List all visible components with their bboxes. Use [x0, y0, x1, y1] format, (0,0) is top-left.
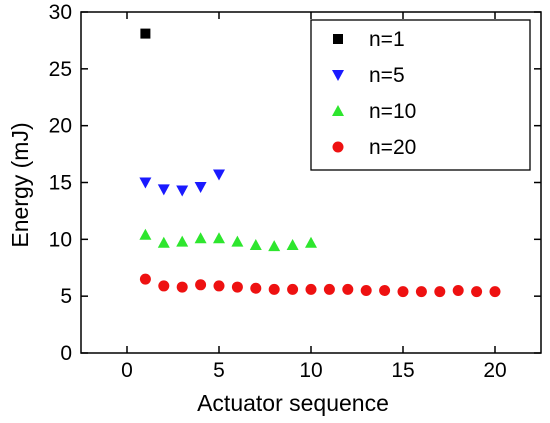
data-points	[139, 28, 501, 298]
data-point	[176, 185, 189, 197]
y-axis-title: Energy (mJ)	[7, 122, 33, 247]
x-axis-title: Actuator sequence	[197, 390, 389, 416]
legend-marker	[332, 70, 344, 81]
data-point	[268, 283, 280, 295]
legend-marker	[332, 141, 344, 153]
legend-label: n=10	[369, 100, 416, 123]
data-point	[157, 236, 170, 248]
y-tick-label: 5	[60, 285, 72, 308]
data-point	[434, 286, 446, 298]
data-point	[360, 284, 372, 296]
data-point	[379, 284, 391, 296]
series-1	[140, 28, 151, 39]
x-tick-label: 10	[299, 359, 322, 382]
y-tick-label: 15	[49, 172, 72, 195]
data-point	[140, 28, 151, 39]
data-point	[489, 286, 501, 298]
legend-label: n=5	[369, 64, 405, 87]
data-point	[397, 286, 409, 298]
data-point	[323, 283, 335, 295]
data-point	[305, 236, 317, 248]
y-tick-label: 20	[49, 115, 72, 138]
data-point	[268, 240, 281, 252]
data-point	[139, 228, 152, 240]
data-point	[139, 273, 151, 285]
data-point	[231, 281, 243, 293]
data-point	[194, 182, 207, 194]
data-point	[231, 235, 244, 247]
data-point	[176, 235, 189, 247]
legend-box	[310, 19, 531, 171]
x-tick-label: 0	[121, 359, 133, 382]
data-point	[452, 284, 464, 296]
data-point	[250, 282, 262, 294]
legend-label: n=1	[369, 28, 405, 51]
data-point	[176, 281, 188, 293]
legend-label: n=20	[369, 136, 416, 159]
data-point	[158, 280, 170, 292]
data-point	[194, 232, 207, 244]
y-tick-label: 0	[60, 342, 72, 365]
data-point	[157, 184, 170, 196]
y-tick-label: 30	[49, 1, 72, 24]
data-point	[287, 283, 299, 295]
data-point	[213, 169, 225, 181]
data-point	[471, 286, 483, 298]
x-tick-label: 20	[483, 359, 506, 382]
x-tick-label: 15	[391, 359, 414, 382]
legend-marker	[332, 105, 344, 116]
data-point	[213, 232, 225, 244]
data-point	[415, 286, 427, 298]
data-point	[342, 283, 354, 295]
data-point	[139, 177, 152, 189]
data-point	[286, 239, 299, 251]
legend: n=1 n=5 n=10 n=20	[310, 19, 531, 171]
legend-marker	[333, 34, 343, 44]
y-tick-label: 25	[49, 58, 72, 81]
data-point	[195, 279, 207, 291]
series-2	[139, 169, 225, 197]
series-3	[139, 228, 317, 252]
x-tick-label: 5	[213, 359, 225, 382]
series-4	[139, 273, 501, 298]
data-point	[305, 283, 317, 295]
ticks: 0 5 10 15 20 0 5 10 15 20 25 30	[49, 1, 541, 382]
data-point	[249, 239, 262, 251]
data-point	[213, 280, 225, 292]
y-tick-label: 10	[49, 228, 72, 251]
